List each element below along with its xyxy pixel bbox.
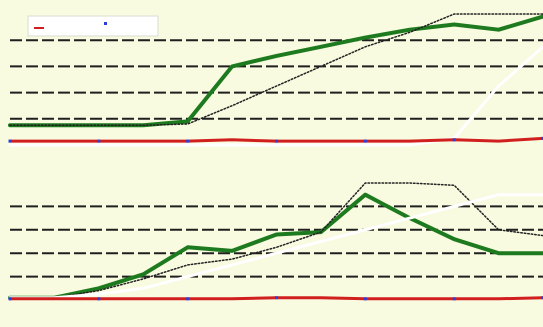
marker-1-3-12 [541,296,543,300]
marker-0-3-0 [8,139,12,143]
marker-1-3-8 [363,297,367,301]
legend-box [27,15,159,37]
marker-0-3-2 [97,139,101,143]
marker-0-3-8 [363,139,367,143]
marker-0-3-12 [541,136,543,140]
marker-1-3-4 [186,297,190,301]
legend-blue-marker [104,22,107,25]
series-line-0-1 [9,13,543,127]
marker-1-3-2 [97,297,101,301]
series-line-1-1 [9,182,543,299]
marker-0-3-4 [186,139,190,143]
marker-1-3-10 [452,297,456,301]
marker-0-3-6 [275,139,278,143]
series-line-1-0 [8,192,543,300]
marker-1-3-6 [275,296,278,300]
marker-0-3-10 [452,138,456,142]
series-line-1-2 [8,193,543,300]
marker-1-3-0 [8,297,12,301]
